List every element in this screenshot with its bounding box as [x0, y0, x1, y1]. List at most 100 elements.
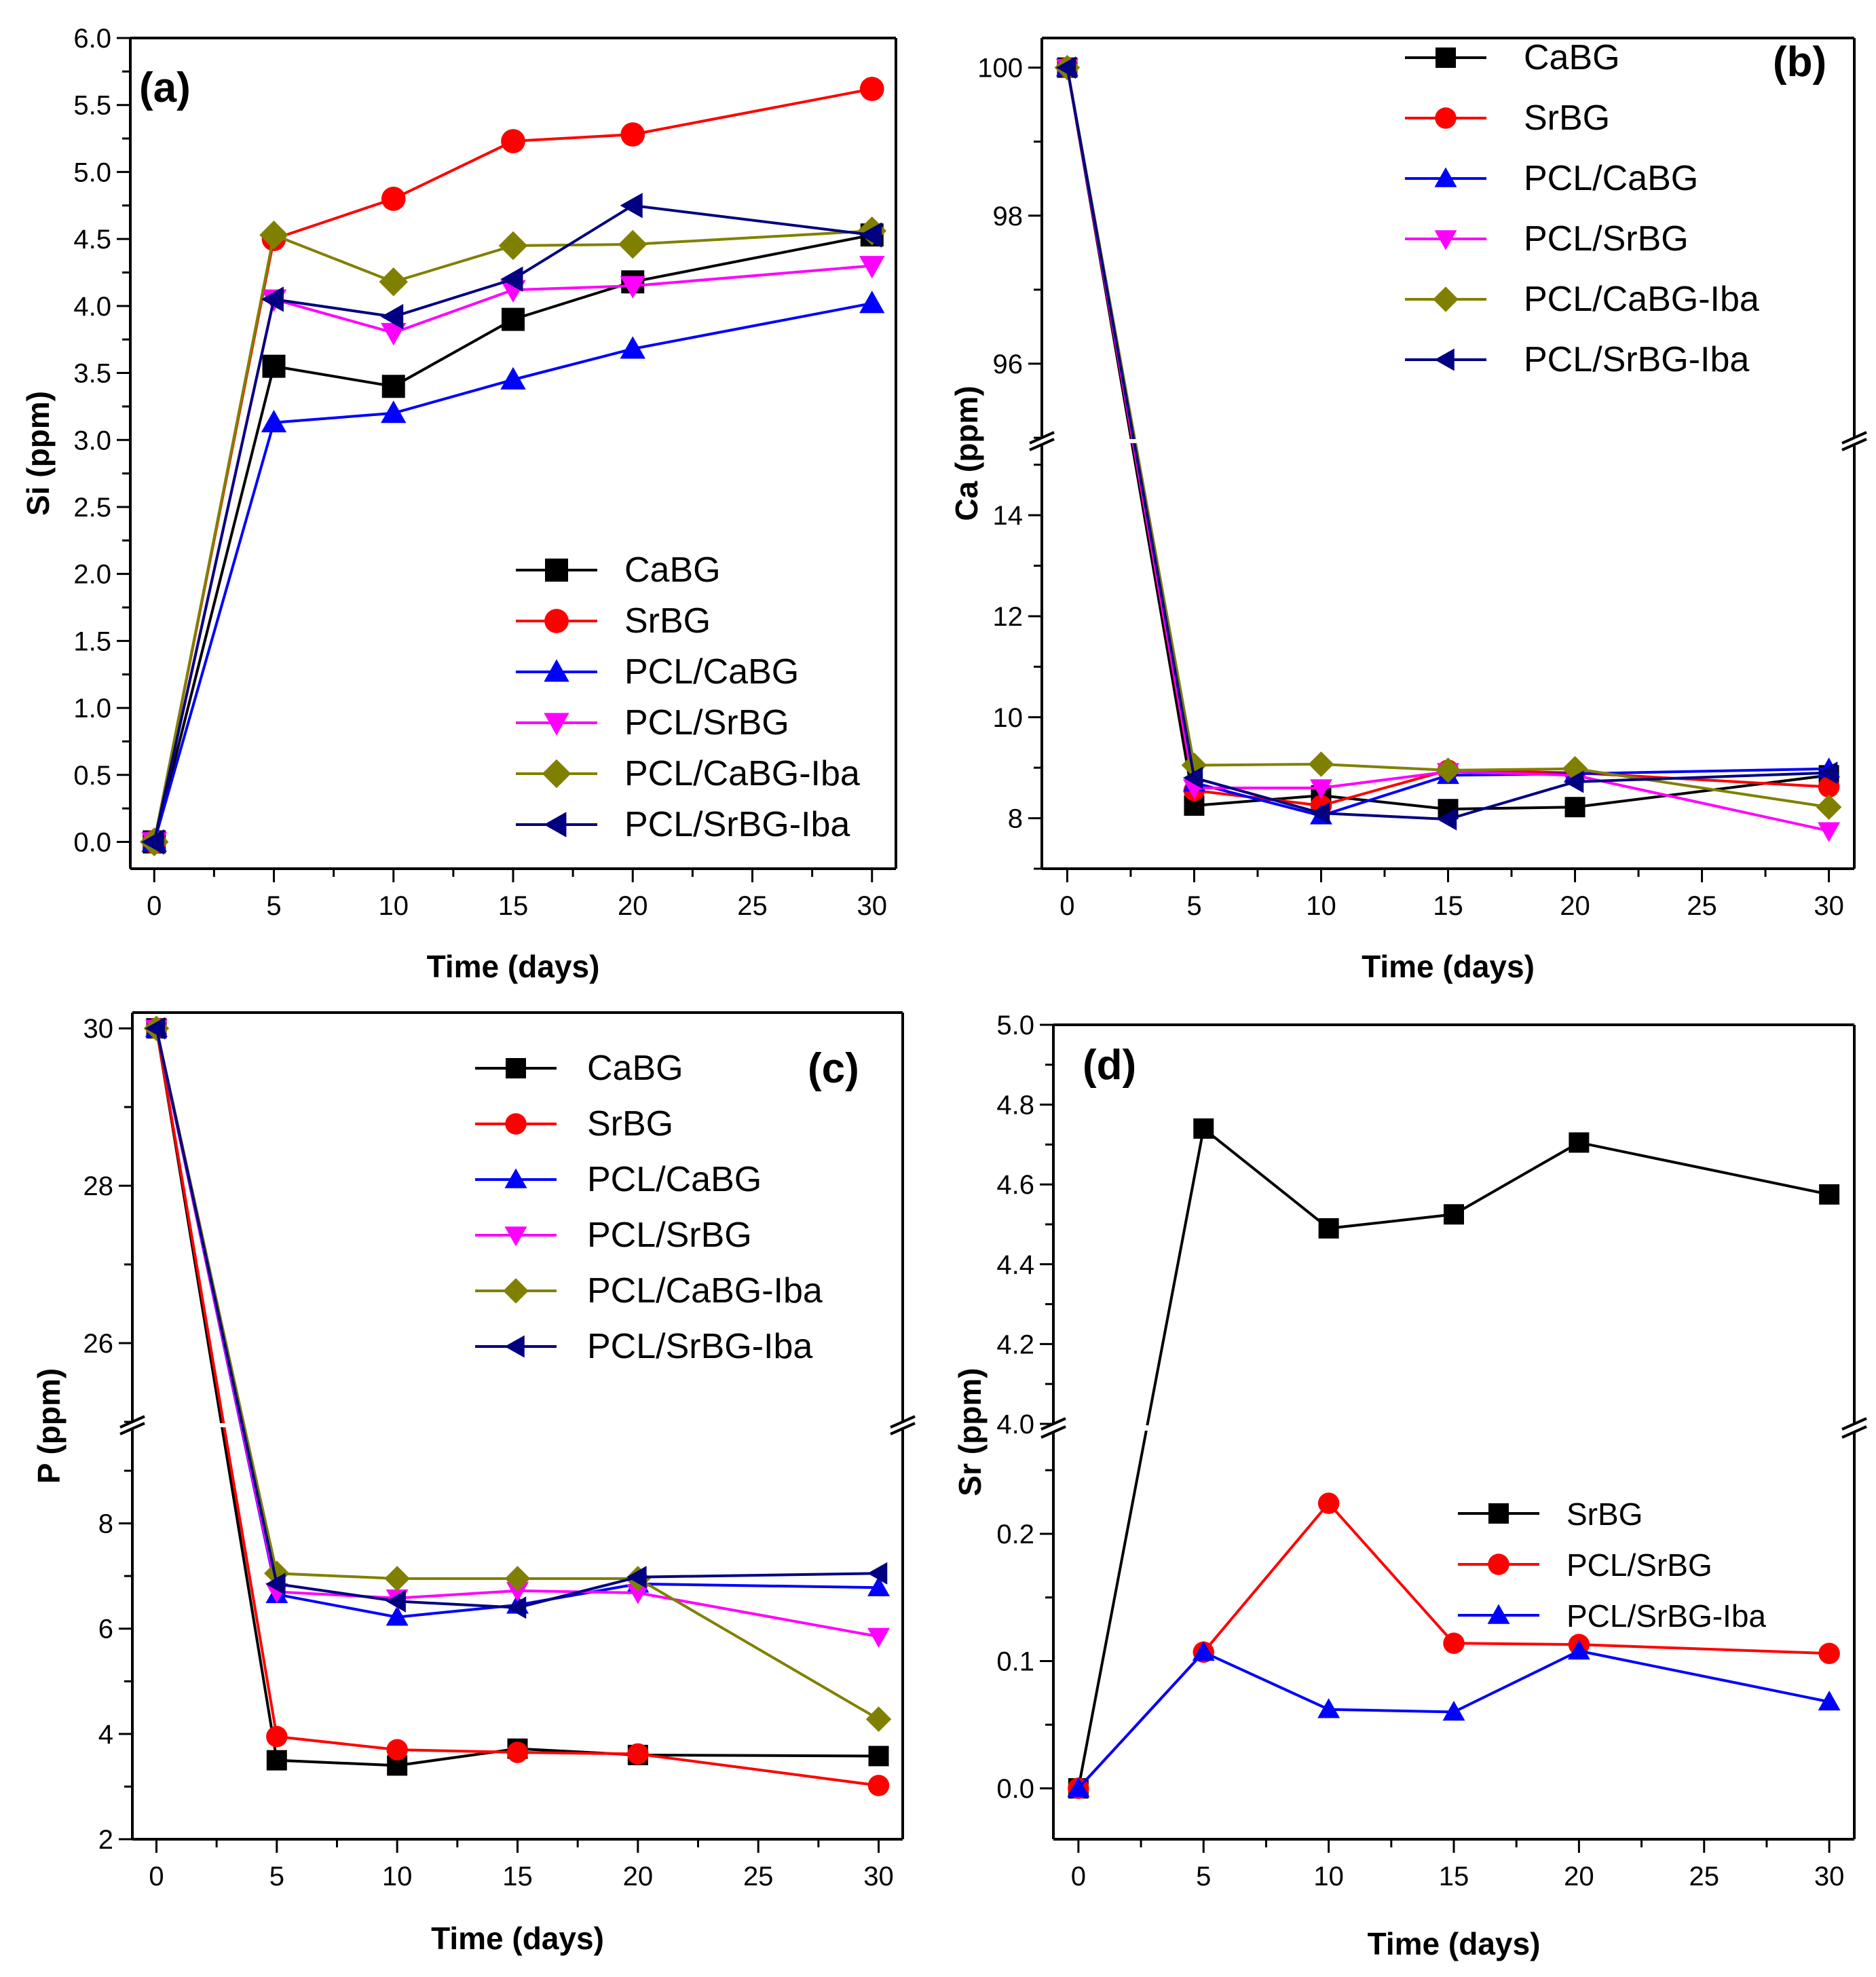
- data-point-pcl-cabg-iba: [259, 220, 288, 250]
- y-tick-label: 5.5: [73, 91, 111, 121]
- y-tick-label: 4.5: [73, 225, 111, 255]
- y-tick-label: 98: [993, 202, 1024, 231]
- break-gap-mask: [173, 1423, 227, 1427]
- data-point-srbg: [867, 1775, 890, 1796]
- y-tick-label: 0.5: [73, 761, 111, 791]
- data-point-srbg: [859, 77, 884, 101]
- data-point-srbg: [1819, 1184, 1840, 1205]
- data-point-pcl-srbg: [506, 1582, 529, 1602]
- y-tick-label: 4.0: [996, 1410, 1034, 1439]
- panel-label: (d): [1083, 1042, 1136, 1089]
- x-tick-label: 20: [1560, 891, 1590, 921]
- data-point-pcl-srbg-iba: [1192, 1640, 1215, 1661]
- y-tick-label: 3.5: [73, 359, 111, 389]
- data-point-pcl-srbg: [620, 276, 645, 299]
- axes-frame: [129, 37, 897, 870]
- axis-break-gap: [1040, 1425, 1067, 1431]
- x-tick-label: 5: [1186, 891, 1201, 921]
- data-point-pcl-srbg-iba: [1317, 1698, 1340, 1718]
- legend-label-pcl-srbg-iba: PCL/SrBG-Iba: [587, 1327, 812, 1366]
- y-tick-label: 14: [993, 501, 1024, 531]
- legend-marker-pcl-cabg: [504, 1168, 527, 1188]
- x-axis-title: Time (days): [1368, 1926, 1541, 1961]
- legend-marker-pcl-cabg-iba: [503, 1278, 529, 1304]
- data-point-pcl-cabg-iba: [379, 267, 408, 297]
- legend-marker-srbg: [1488, 1503, 1509, 1524]
- data-point-pcl-cabg: [867, 1576, 890, 1596]
- panel-label: (c): [808, 1045, 859, 1092]
- axis-break-mark: [1841, 431, 1867, 445]
- data-point-pcl-srbg-iba: [1182, 766, 1203, 789]
- series-line-cabg: [153, 233, 873, 843]
- x-ticks: 0 5 10 15 20 25 30: [147, 869, 887, 921]
- data-point-pcl-srbg-iba: [265, 1573, 286, 1596]
- legend-label-pcl-srbg-iba: PCL/SrBG-Iba: [1567, 1598, 1766, 1634]
- y-tick-label: 4.4: [996, 1250, 1034, 1280]
- y-tick-label: 6: [98, 1615, 113, 1644]
- data-point-pcl-srbg-iba: [261, 286, 284, 312]
- series-group: [140, 77, 886, 856]
- legend-marker-pcl-cabg-iba: [542, 759, 571, 789]
- y-ticks: 0.0 0.1 0.2 4.0 4.2 4.4 4.6 4.8 5.0: [996, 1011, 1053, 1804]
- y-tick-label: 30: [83, 1014, 114, 1044]
- axis-break-gap: [889, 1423, 916, 1428]
- data-point-pcl-cabg-iba: [498, 231, 528, 261]
- data-point-pcl-srbg: [1818, 822, 1841, 842]
- x-tick-label: 10: [379, 891, 409, 921]
- data-point-pcl-cabg-iba: [1308, 751, 1334, 777]
- legend-label-pcl-srbg: PCL/SrBG: [624, 703, 789, 742]
- axis-break-mark: [1841, 1417, 1867, 1431]
- y-tick-label: 3.0: [73, 426, 111, 455]
- data-point-pcl-cabg-iba: [1816, 794, 1842, 820]
- data-point-pcl-cabg: [500, 366, 526, 390]
- x-ticks: 0 5 10 15 20 25 30: [1059, 869, 1844, 921]
- axis-break-gap: [119, 1423, 146, 1428]
- data-point-pcl-srbg-iba: [1055, 56, 1076, 79]
- data-point-pcl-srbg: [626, 1584, 650, 1604]
- panel-label: (a): [139, 64, 191, 111]
- legend-marker-srbg: [544, 609, 569, 633]
- legend-marker-pcl-cabg: [544, 659, 569, 682]
- y-ticks: 0.0 0.5 1.0 1.5 2.0 2.5 3.0 3.5 4.0 4.5 5.0 5.5 6.0: [73, 24, 130, 858]
- legend-label-pcl-srbg-iba: PCL/SrBG-Iba: [624, 805, 850, 844]
- y-tick-label: 28: [83, 1171, 114, 1201]
- y-tick-label: 2: [98, 1825, 113, 1855]
- series-line-pcl-srbg-iba: [153, 204, 872, 842]
- legend-marker-cabg: [545, 559, 568, 582]
- data-point-srbg: [381, 187, 406, 211]
- legend-label-pcl-cabg-iba: PCL/CaBG-Iba: [624, 754, 860, 793]
- data-point-pcl-srbg: [1443, 1632, 1465, 1654]
- axis-break-mark: [1040, 1425, 1066, 1439]
- data-point-pcl-srbg-iba: [859, 222, 882, 248]
- y-tick-label: 4: [98, 1720, 113, 1750]
- data-point-cabg: [266, 1750, 287, 1771]
- data-point-pcl-cabg: [386, 1606, 409, 1626]
- legend-marker-pcl-srbg: [1488, 1554, 1509, 1575]
- y-axis-title: P (ppm): [31, 1368, 67, 1484]
- x-tick-label: 30: [863, 1862, 894, 1891]
- x-tick-label: 30: [1814, 891, 1844, 921]
- y-tick-label: 12: [993, 602, 1024, 632]
- legend-marker-pcl-srbg: [504, 1226, 527, 1247]
- y-axis-title: Sr (ppm): [952, 1368, 988, 1496]
- data-point-srbg: [1193, 1118, 1214, 1139]
- x-tick-label: 25: [743, 1862, 774, 1891]
- y-tick-label: 5.0: [996, 1011, 1034, 1040]
- data-point-pcl-srbg-iba: [626, 1566, 647, 1589]
- data-point-pcl-srbg-iba: [141, 829, 164, 855]
- axis-break-mark: [119, 1422, 145, 1435]
- data-point-pcl-srbg-iba: [867, 1562, 888, 1585]
- series-line-srbg: [1076, 1126, 1830, 1789]
- x-tick-label: 25: [1687, 891, 1717, 921]
- data-point-pcl-cabg: [381, 400, 407, 423]
- legend-label-pcl-srbg: PCL/SrBG: [1524, 219, 1689, 259]
- y-ticks: 2 4 6 8 26 28 30: [83, 1014, 132, 1855]
- series-group: [1054, 54, 1842, 842]
- y-tick-label: 1.5: [73, 626, 111, 656]
- x-tick-label: 15: [1439, 1862, 1469, 1891]
- y-axis-title: Ca (ppm): [949, 385, 984, 521]
- data-point-pcl-srbg: [1818, 1642, 1840, 1664]
- y-tick-label: 0.2: [996, 1520, 1034, 1549]
- axis-break-mark: [890, 1422, 916, 1435]
- y-tick-label: 4.8: [996, 1091, 1034, 1121]
